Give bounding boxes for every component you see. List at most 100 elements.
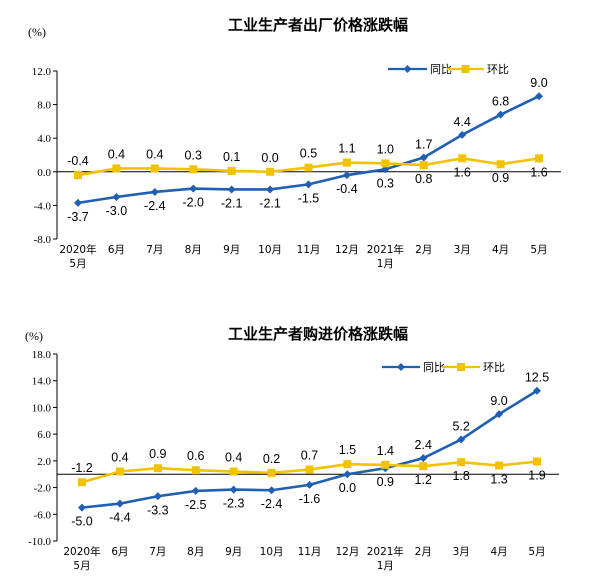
x-tick-label: 10月 [258,244,282,256]
y-tick-label: 0.0 [37,167,51,179]
data-point-yoy [343,470,352,479]
data-label: 6.8 [492,95,509,109]
x-tick-label: 5月 [69,258,86,270]
data-label: 0.3 [377,176,394,190]
data-point-mom [381,159,390,168]
data-label: 0.4 [111,451,128,465]
y-tick-label: 2.0 [37,456,51,468]
data-label: -5.0 [71,515,93,529]
data-point-yoy [342,171,351,180]
data-point-mom [267,468,276,477]
data-label: 0.0 [339,481,356,495]
data-point-yoy [305,480,314,489]
y-tick-label: -2.0 [34,483,52,495]
data-point-mom [191,466,200,475]
legend-marker-yoy [397,363,405,371]
data-point-yoy [227,185,236,194]
data-label: -4.4 [109,511,131,525]
data-point-mom [112,164,121,173]
data-label: 1.7 [415,138,432,152]
data-point-mom [343,460,352,469]
data-point-yoy [535,92,543,101]
legend-label-yoy: 同比 [423,361,445,374]
data-point-mom [304,163,313,172]
legend: 同比 环比 [382,361,505,374]
x-tick-label: 2月 [415,244,432,256]
data-point-mom [533,457,541,466]
legend-marker-mom [457,363,465,371]
data-label: 2.4 [415,438,432,452]
data-point-yoy [153,492,162,501]
data-label: 0.9 [377,475,394,489]
x-tick-label: 7月 [149,546,166,558]
y-tick-label: -8.0 [34,234,52,246]
data-label: -1.6 [299,492,321,506]
data-point-mom [535,154,543,163]
data-label: -0.4 [67,154,89,168]
x-tick-label: 11月 [298,546,322,558]
data-label: 0.9 [149,447,166,461]
x-tick-label: 8月 [187,546,204,558]
data-label: 0.4 [146,147,163,161]
data-point-yoy [419,454,428,463]
data-point-mom [495,461,504,470]
x-tick-label: 5月 [73,560,90,572]
x-tick-label: 7月 [146,244,163,256]
data-label: 1.5 [339,443,356,457]
data-label: -1.2 [71,461,93,475]
x-tick-label: 4月 [492,244,509,256]
y-tick-label: -4.0 [34,200,52,212]
x-tick-label: 1月 [377,560,394,572]
x-tick-label: 4月 [490,546,507,558]
data-label: 12.5 [525,371,549,385]
data-point-mom [74,171,82,180]
data-point-mom [458,154,467,163]
data-label: 1.6 [530,165,547,179]
data-point-mom [342,158,351,167]
chart-title: 工业生产者购进价格涨跌幅 [228,325,408,343]
data-label: 9.0 [490,394,507,408]
data-point-yoy [112,193,121,201]
data-label: 0.7 [301,449,318,463]
y-tick-label: 4.0 [37,133,51,145]
data-point-mom [496,160,505,169]
y-tick-label: 10.0 [32,402,52,414]
data-point-yoy [458,130,467,139]
data-point-mom [227,166,236,175]
data-label: 0.2 [263,452,280,466]
legend-label-yoy: 同比 [430,63,452,76]
data-label: 1.9 [528,469,545,483]
data-point-yoy [495,410,504,419]
x-tick-label: 2021年 [367,545,404,558]
data-label: 0.4 [225,451,242,465]
data-label: 0.5 [300,147,317,161]
data-label: 1.0 [377,142,394,156]
data-point-mom [381,460,390,469]
data-point-yoy [304,180,313,189]
data-point-mom [150,164,159,173]
data-label: 5.2 [452,419,469,433]
x-tick-label: 3月 [453,546,470,558]
data-label: 0.4 [108,147,125,161]
data-label: 0.9 [492,171,509,185]
data-point-mom [189,165,198,174]
data-point-mom [153,464,162,473]
legend-label-mom: 环比 [487,63,509,76]
x-tick-label: 2月 [415,546,432,558]
data-label: -3.7 [67,210,89,224]
data-point-yoy [229,485,238,494]
data-label: 4.4 [453,115,470,129]
x-tick-label: 12月 [335,244,359,256]
data-point-yoy [115,499,124,508]
data-label: -3.0 [106,204,128,218]
x-tick-label: 11月 [297,244,321,256]
data-label: -2.4 [144,199,166,213]
x-tick-label: 2020年 [59,243,96,256]
data-label: 9.0 [530,76,547,90]
legend-marker-yoy [403,65,412,73]
y-tick-label: 18.0 [32,349,52,361]
data-point-mom [419,462,428,471]
y-unit-label: (%) [25,329,43,343]
x-tick-label: 5月 [528,546,545,558]
data-label: 1.4 [377,444,394,458]
